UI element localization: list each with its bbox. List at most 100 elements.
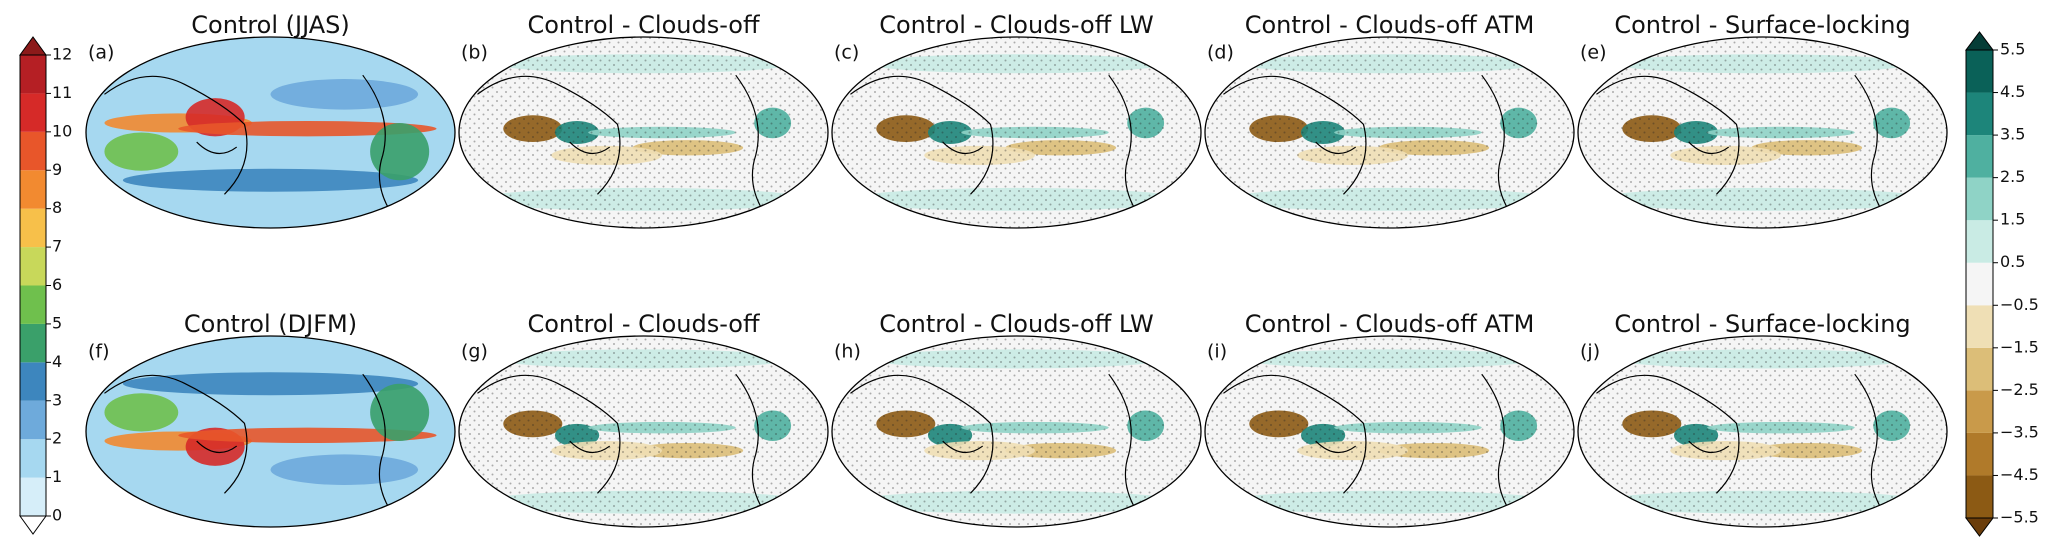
colorbar-segment [20,55,46,94]
colorbar-segment [20,247,46,286]
stippling [459,336,828,527]
colorbar-tick-label: −4.5 [2000,465,2039,484]
colorbar-frame [1965,49,1994,519]
colorbar-tick-label: 1.5 [2000,210,2025,229]
panel-title: Control - Clouds-off LW [879,11,1154,39]
colorbar-segment [20,170,46,209]
stippling [832,37,1201,228]
map-frame [831,335,1202,528]
map-field [270,79,419,110]
colorbar-segment [1966,475,1993,518]
panel-title: Control - Surface-locking [1614,310,1910,338]
map-frame [1204,36,1575,229]
colorbar-segment [1966,305,1993,348]
panel-title: Control - Clouds-off [527,310,760,338]
colorbar-tick-label: 5 [52,313,62,332]
map-frame [1204,335,1575,528]
panel-label: (h) [834,341,861,363]
colorbar-tick-label: −5.5 [2000,508,2039,527]
map-frame [85,36,456,229]
coastline [1596,74,1886,216]
stippling [1205,336,1574,527]
colorbar-tick-label: −3.5 [2000,422,2039,441]
colorbar-segment [20,439,46,478]
map-frame [458,36,829,229]
map [459,336,828,527]
colorbar-tick-label: −2.5 [2000,380,2039,399]
colorbar-segment [20,285,46,324]
colorbar-tick-label: 1 [52,467,62,486]
colorbar-tick-label: 3.5 [2000,125,2025,144]
coastline [850,373,1140,515]
coastline [1223,74,1513,216]
map-frame [1577,36,1948,229]
colorbar-tick-label: 4 [52,352,62,371]
colorbar-tick-label: −0.5 [2000,295,2039,314]
map [86,37,455,228]
colorbar-tick-label: 9 [52,160,62,179]
panel-label: (c) [834,42,859,64]
colorbar-tick-label: 11 [52,83,72,102]
map [1578,336,1947,527]
colorbar-extend [19,36,47,56]
coastline [104,74,394,216]
colorbar-tick-label: 0 [52,506,62,525]
coastline [477,373,767,515]
colorbar-segment [1966,432,1993,476]
coastline [1596,373,1886,515]
map [86,336,455,527]
colorbar-segment [1966,177,1993,221]
map [459,37,828,228]
colorbar-tick-label: 4.5 [2000,82,2025,101]
colorbar-extend [19,515,47,535]
colorbar-segment [20,323,46,363]
map-frame [1577,335,1948,528]
map-field [178,121,437,137]
coastline [1223,373,1513,515]
stippling [1205,37,1574,228]
colorbar-extend [1965,31,1994,51]
stippling [459,37,828,228]
colorbar-tick-label: 8 [52,198,62,217]
map-field [122,168,419,192]
colorbar-segment [20,93,46,132]
map-field [178,427,437,443]
colorbar-tick-label: 6 [52,275,62,294]
panel-title: Control - Clouds-off ATM [1245,310,1535,338]
panel-title: Control - Clouds-off [527,11,760,39]
map-field [370,383,430,442]
coastline [850,74,1140,216]
map-field [270,454,419,485]
map-frame [831,36,1202,229]
colorbar-tick-label: −1.5 [2000,337,2039,356]
panel-label: (g) [461,341,488,363]
panel-title: Control (DJFM) [184,310,357,338]
map [1205,37,1574,228]
map-field [104,393,179,432]
panel-label: (b) [461,42,488,64]
stippling [832,336,1201,527]
colorbar-segment [20,477,46,516]
map [832,336,1201,527]
panel-title: Control - Clouds-off ATM [1245,11,1535,39]
colorbar-segment [20,400,46,440]
map [832,37,1201,228]
colorbar-segment [1966,390,1993,433]
panel-label: (a) [88,42,114,64]
panel-label: (e) [1580,42,1607,64]
map [1205,336,1574,527]
colorbar-segment [1966,92,1993,136]
colorbar-segment [1966,135,1993,178]
colorbar-segment [1966,347,1993,391]
panel-title: Control (JJAS) [191,11,350,39]
map-frame [85,335,456,528]
map-frame [458,335,829,528]
panel-label: (i) [1207,341,1227,363]
stippling [1578,37,1947,228]
colorbar-segment [20,208,46,248]
colorbar-segment [20,362,46,401]
colorbar-tick-label: 0.5 [2000,252,2025,271]
colorbar-tick-label: 5.5 [2000,40,2025,59]
colorbar-tick-label: 3 [52,390,62,409]
stippling [1578,336,1947,527]
